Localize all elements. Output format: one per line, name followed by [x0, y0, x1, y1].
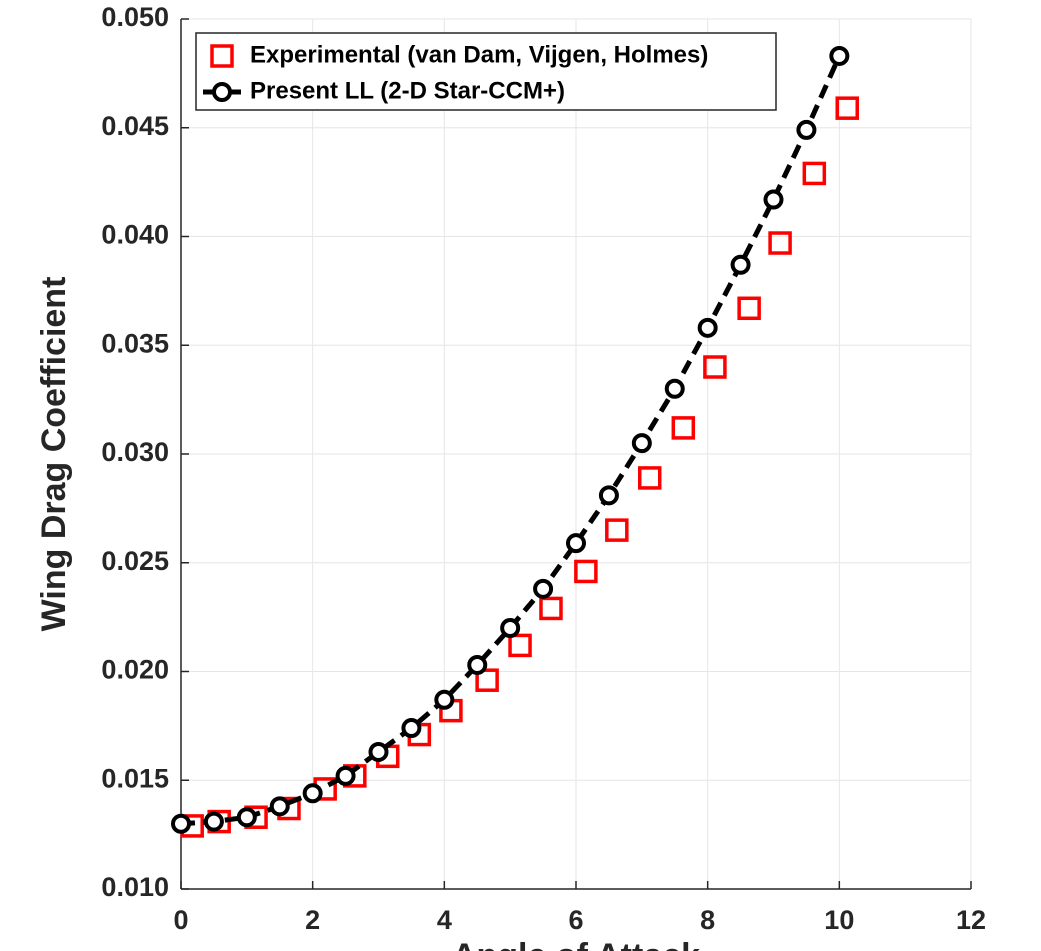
data-point [768, 231, 792, 255]
data-point [730, 254, 751, 275]
y-tick-label: 0.025 [101, 546, 169, 576]
data-point [335, 765, 356, 786]
series-line [180, 54, 842, 827]
data-point [829, 45, 850, 66]
y-tick-label: 0.015 [101, 763, 169, 793]
data-point [763, 189, 784, 210]
x-tick-label: 4 [437, 905, 452, 935]
data-point [631, 433, 652, 454]
x-tick-label: 8 [700, 905, 715, 935]
y-tick-label: 0.050 [101, 2, 169, 32]
y-tick-label: 0.030 [101, 437, 169, 467]
data-point [664, 378, 685, 399]
y-tick-label: 0.045 [101, 111, 169, 141]
legend-box [195, 32, 777, 111]
data-point [737, 296, 761, 321]
data-point [401, 718, 422, 739]
y-tick-label: 0.040 [101, 220, 169, 250]
data-point [574, 559, 598, 584]
data-point [434, 689, 455, 710]
data-point [697, 317, 718, 338]
x-axis-label: Angle of Attack [452, 937, 700, 951]
data-point [598, 485, 619, 506]
data-point [171, 813, 191, 834]
data-point [203, 811, 224, 832]
data-point [508, 633, 532, 658]
data-point [269, 796, 290, 817]
x-tick-label: 12 [956, 905, 986, 935]
data-point [671, 416, 696, 440]
legend-label: Experimental (van Dam, Vijgen, Holmes) [250, 41, 708, 68]
data-point [703, 355, 727, 379]
y-axis-label: Wing Drag Coefficient [35, 277, 73, 632]
x-tick-label: 10 [824, 905, 854, 935]
y-tick-label: 0.035 [101, 328, 169, 358]
legend-label: Present LL (2-D Star-CCM+) [250, 77, 565, 104]
legend-marker [210, 44, 234, 68]
data-point [533, 578, 554, 599]
x-tick-label: 0 [173, 905, 188, 935]
legend: Experimental (van Dam, Vijgen, Holmes) Pr… [195, 32, 777, 111]
data-point [835, 96, 859, 120]
data-point [368, 741, 389, 762]
x-tick-label: 2 [305, 905, 320, 935]
data-point [802, 161, 827, 186]
data-point [500, 618, 521, 638]
y-tick-label: 0.010 [101, 872, 169, 902]
data-point [236, 807, 257, 828]
data-point [539, 596, 563, 621]
data-point [566, 533, 586, 554]
legend-marker [212, 82, 232, 102]
y-tick-label: 0.020 [101, 655, 169, 685]
data-point [302, 783, 323, 804]
data-point [475, 668, 499, 692]
data-point [637, 466, 662, 490]
x-tick-label: 6 [568, 905, 583, 935]
data-point [796, 119, 817, 140]
data-point [605, 518, 629, 542]
data-point [467, 654, 488, 675]
